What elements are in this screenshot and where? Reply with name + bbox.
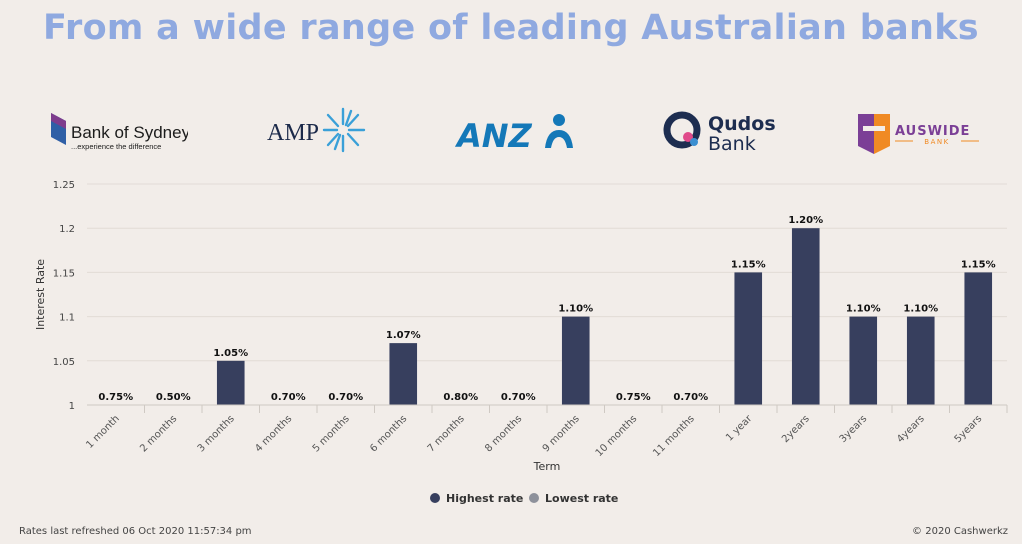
y-tick-label: 1	[69, 401, 75, 412]
data-label: 1.07%	[386, 330, 421, 341]
x-tick-label: 6 months	[368, 413, 409, 454]
svg-text:Bank of Sydney: Bank of Sydney	[71, 123, 188, 142]
bar[interactable]	[734, 272, 763, 405]
data-label: 0.80%	[443, 392, 478, 403]
svg-text:Qudos: Qudos	[708, 113, 776, 135]
svg-text:ANZ: ANZ	[455, 117, 533, 155]
x-tick-label: 2 months	[138, 413, 179, 454]
data-label: 1.10%	[846, 304, 881, 315]
data-label: 1.10%	[558, 304, 593, 315]
x-tick-label: 1 month	[84, 413, 121, 450]
x-tick-label: 3years	[838, 413, 870, 445]
page-title: From a wide range of leading Australian …	[43, 8, 979, 48]
x-tick-label: 5 months	[311, 413, 352, 454]
y-axis: 1 1.05 1.1 1.15 1.2 1.25	[53, 180, 75, 412]
bar[interactable]	[216, 360, 245, 405]
x-tick-label: 5years	[953, 413, 985, 445]
legend-swatch	[430, 493, 440, 503]
svg-text:...experience the difference: ...experience the difference	[71, 142, 161, 151]
data-label: 0.75%	[616, 392, 651, 403]
x-tick-label: 7 months	[426, 413, 467, 454]
bank-logos: Bank of Sydney ...experience the differe…	[0, 100, 1022, 160]
data-label: 1.05%	[213, 348, 248, 359]
svg-text:Bank: Bank	[708, 133, 756, 155]
legend-swatch	[529, 493, 539, 503]
x-tick-label: 11 months	[651, 413, 697, 459]
bar[interactable]	[849, 316, 878, 405]
data-label: 0.70%	[328, 392, 363, 403]
x-axis: 1 month 2 months 3 months 4 months 5 months 6…	[84, 404, 1008, 459]
legend-item[interactable]: Lowest rate	[529, 492, 618, 505]
anz-logo: ANZ	[455, 114, 573, 155]
chart-legend: Highest rate Lowest rate	[430, 492, 618, 505]
rates-refreshed-note: Rates last refreshed 06 Oct 2020 11:57:3…	[19, 526, 252, 537]
data-label: 0.50%	[156, 392, 191, 403]
x-tick-label: 3 months	[196, 413, 237, 454]
x-tick-label: 10 months	[594, 413, 640, 459]
x-tick-label: 4 months	[253, 413, 294, 454]
bar[interactable]	[561, 316, 590, 405]
term-deposit-rate-chart: 1 1.05 1.1 1.15 1.2 1.25 0.75% 0.50% 1.05% 0.70%…	[34, 180, 1008, 505]
y-axis-title: Interest Rate	[34, 259, 47, 330]
data-label: 0.70%	[501, 392, 536, 403]
y-tick-label: 1.1	[59, 313, 75, 324]
data-label: 0.70%	[271, 392, 306, 403]
data-label: 1.10%	[903, 304, 938, 315]
bank-of-sydney-logo: Bank of Sydney ...experience the differe…	[51, 113, 188, 151]
y-tick-label: 1.15	[53, 268, 75, 279]
x-tick-label: 8 months	[483, 413, 524, 454]
bar[interactable]	[964, 272, 993, 405]
bar-series: 0.75% 0.50% 1.05% 0.70% 0.70% 1.07% 0.80% 0.70%…	[98, 215, 996, 405]
qudos-bank-logo: Qudos Bank	[663, 111, 776, 155]
x-tick-label: 1 year	[724, 413, 755, 444]
bar[interactable]	[389, 343, 418, 405]
y-tick-label: 1.05	[53, 357, 75, 368]
data-label: 1.15%	[961, 259, 996, 270]
bar[interactable]	[791, 228, 820, 405]
data-label: 0.75%	[98, 392, 133, 403]
amp-logo: AMP	[267, 107, 366, 153]
data-label: 1.20%	[788, 215, 823, 226]
x-axis-title: Term	[533, 460, 561, 473]
auswide-bank-logo: AUSWIDE BANK	[858, 114, 979, 154]
x-tick-label: 4years	[895, 413, 927, 445]
legend-label: Highest rate	[446, 492, 523, 505]
svg-text:AUSWIDE: AUSWIDE	[895, 124, 970, 139]
x-tick-label: 2years	[780, 413, 812, 445]
legend-label: Lowest rate	[545, 492, 618, 505]
svg-text:AMP: AMP	[267, 120, 319, 146]
y-tick-label: 1.2	[59, 224, 75, 235]
bar[interactable]	[906, 316, 935, 405]
amp-sunburst-icon	[322, 107, 366, 153]
anz-people-icon	[545, 114, 573, 148]
legend-item[interactable]: Highest rate	[430, 492, 523, 505]
data-label: 1.15%	[731, 259, 766, 270]
copyright-note: © 2020 Cashwerkz	[912, 526, 1008, 537]
svg-text:BANK: BANK	[924, 138, 949, 146]
data-label: 0.70%	[673, 392, 708, 403]
y-tick-label: 1.25	[53, 180, 75, 191]
x-tick-label: 9 months	[541, 413, 582, 454]
